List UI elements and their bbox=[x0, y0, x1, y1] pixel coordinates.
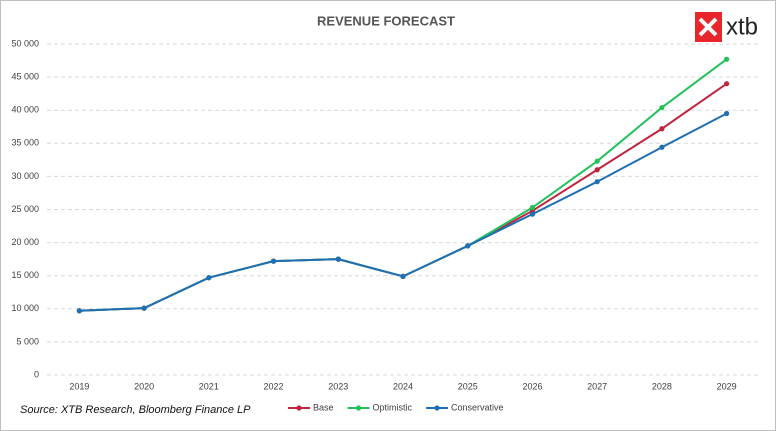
logo-x bbox=[698, 17, 718, 37]
data-point bbox=[724, 56, 730, 62]
y-tick-label: 15 000 bbox=[11, 270, 39, 280]
y-tick-label: 40 000 bbox=[11, 105, 39, 115]
x-tick-label: 2021 bbox=[199, 381, 219, 391]
legend-marker bbox=[355, 405, 362, 411]
x-tick-label: 2026 bbox=[522, 381, 542, 391]
y-tick-label: 25 000 bbox=[11, 204, 39, 214]
legend-marker bbox=[434, 405, 440, 411]
source-note: Source: XTB Research, Bloomberg Finance … bbox=[20, 404, 251, 416]
data-point bbox=[529, 211, 536, 217]
x-tick-label: 2020 bbox=[134, 381, 154, 391]
y-tick-label: 5 000 bbox=[16, 336, 39, 346]
data-point bbox=[76, 308, 82, 314]
data-point bbox=[335, 256, 341, 262]
legend-label: Optimistic bbox=[373, 402, 413, 412]
legend-label: Conservative bbox=[451, 402, 504, 412]
y-tick-label: 50 000 bbox=[11, 38, 39, 48]
legend-label: Base bbox=[313, 402, 334, 412]
data-point bbox=[141, 305, 147, 311]
y-tick-label: 35 000 bbox=[11, 138, 39, 148]
data-point bbox=[594, 158, 600, 164]
data-point bbox=[529, 204, 536, 211]
data-point bbox=[270, 258, 277, 264]
y-tick-label: 30 000 bbox=[11, 171, 39, 181]
x-tick-label: 2024 bbox=[393, 381, 413, 391]
data-point bbox=[659, 126, 665, 132]
chart-title: REVENUE FORECAST bbox=[317, 13, 455, 28]
data-point bbox=[659, 104, 665, 111]
data-point bbox=[659, 144, 665, 150]
x-tick-label: 2019 bbox=[69, 381, 89, 391]
data-point bbox=[594, 179, 600, 185]
data-point bbox=[724, 110, 730, 117]
logo-text: xtb bbox=[726, 13, 758, 40]
x-tick-label: 2027 bbox=[587, 381, 607, 391]
x-tick-label: 2029 bbox=[717, 381, 737, 391]
data-point bbox=[206, 275, 212, 281]
x-tick-label: 2025 bbox=[458, 381, 478, 391]
data-point bbox=[465, 243, 471, 249]
x-tick-label: 2022 bbox=[264, 381, 284, 391]
x-tick-label: 2028 bbox=[652, 381, 672, 391]
legend-marker bbox=[296, 405, 302, 411]
y-tick-label: 20 000 bbox=[11, 237, 39, 247]
data-point bbox=[724, 81, 730, 87]
data-point bbox=[594, 167, 600, 173]
x-tick-label: 2023 bbox=[328, 381, 348, 391]
y-tick-label: 10 000 bbox=[11, 303, 39, 313]
y-tick-label: 0 bbox=[34, 369, 39, 379]
y-tick-label: 45 000 bbox=[11, 71, 39, 81]
logo: xtb bbox=[695, 12, 758, 42]
data-point bbox=[400, 273, 406, 279]
